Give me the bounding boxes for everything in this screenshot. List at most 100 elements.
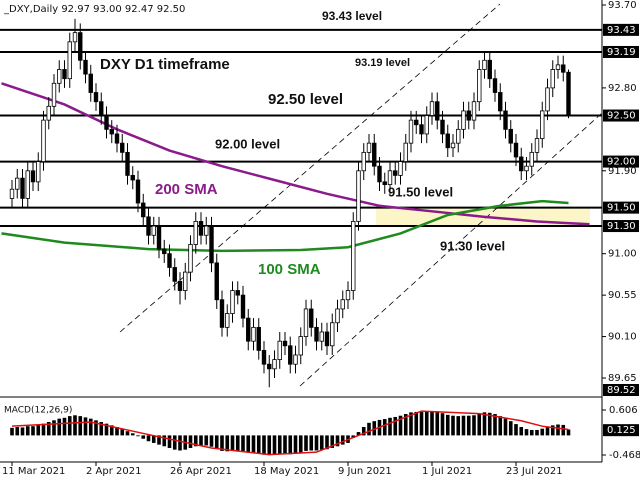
macd-bar	[225, 435, 230, 452]
macd-bar	[503, 418, 508, 436]
candle-body	[566, 71, 571, 116]
y-tick-label: 91.90	[608, 166, 637, 177]
candle-body	[230, 290, 235, 314]
candle-body	[429, 101, 435, 116]
macd-bar	[172, 435, 177, 450]
candle-body	[314, 326, 319, 342]
candle-body	[146, 216, 151, 236]
macd-bar	[220, 435, 224, 451]
macd-bar	[57, 418, 62, 436]
macd-bar	[361, 427, 366, 436]
macd-bar	[283, 435, 287, 454]
candle-body	[204, 225, 209, 236]
candle-body	[267, 363, 272, 370]
candle-body	[120, 142, 125, 153]
candle-body	[99, 101, 104, 116]
level-box	[603, 155, 639, 168]
macd-bar	[251, 435, 256, 453]
level-label: 92.50	[607, 111, 636, 122]
candle-body	[20, 177, 25, 199]
candle-body	[372, 142, 377, 167]
candle-body	[534, 138, 540, 153]
macd-bar	[78, 416, 83, 436]
candle-body	[151, 225, 156, 236]
sma-label: 200 SMA	[155, 181, 218, 198]
candle-body	[62, 69, 67, 80]
macd-bar	[472, 415, 476, 436]
candle-body	[93, 92, 99, 103]
macd-bar	[440, 413, 445, 436]
level-box	[603, 220, 639, 233]
candle-body	[503, 110, 508, 130]
candle-body	[282, 340, 288, 347]
level-box	[603, 23, 639, 36]
y-tick-label: -0.468	[609, 450, 640, 461]
macd-bar	[267, 435, 272, 456]
candle-body	[15, 177, 20, 190]
candle-body	[361, 151, 366, 172]
macd-bar	[157, 435, 161, 445]
macd-bar	[241, 435, 245, 452]
macd-bar	[550, 425, 555, 436]
candle-body	[408, 119, 414, 144]
macd-bar	[199, 435, 203, 446]
macd-bar	[430, 411, 434, 436]
level-box	[603, 109, 639, 122]
level-note: 93.43 level	[322, 9, 382, 23]
macd-bar	[52, 420, 56, 436]
macd-bar	[403, 414, 408, 436]
macd-bar	[309, 435, 314, 451]
macd-bar	[209, 435, 214, 447]
candle-body	[456, 128, 461, 144]
y-tick-label: 89.65	[608, 373, 637, 384]
macd-bar	[356, 432, 361, 436]
candle-body	[335, 308, 340, 324]
candle-body	[440, 119, 445, 135]
macd-bar	[277, 435, 282, 454]
macd-bar	[288, 435, 293, 455]
candle-body	[324, 331, 330, 347]
macd-bar	[561, 424, 566, 436]
candle-body	[209, 225, 214, 264]
y-tick-label: 0.606	[609, 405, 638, 416]
candle-body	[67, 41, 72, 80]
chart-title: _DXY,Daily 92.97 93.00 92.47 92.50	[3, 4, 185, 15]
candle-body	[88, 73, 93, 93]
macd-bar	[398, 415, 403, 436]
macd-bar	[482, 412, 487, 436]
macd-bar	[419, 411, 424, 436]
level-label: 91.50	[607, 203, 636, 214]
macd-bar	[104, 423, 109, 436]
candle-body	[330, 322, 335, 347]
level-note: 91.50 level	[388, 184, 453, 199]
macd-bar	[141, 435, 146, 439]
candle-body	[162, 248, 167, 255]
candle-body	[513, 142, 519, 158]
candle-body	[109, 128, 114, 135]
macd-bar	[382, 419, 387, 436]
macd-bar	[298, 435, 303, 453]
macd-bar	[535, 429, 539, 436]
level-label: 93.19	[607, 47, 636, 58]
candle-body	[240, 294, 246, 319]
candle-body	[356, 170, 361, 222]
candle-body	[340, 299, 345, 310]
macd-bar	[146, 435, 151, 442]
candle-body	[387, 170, 393, 186]
macd-bar	[67, 416, 72, 436]
macd-bar	[99, 421, 104, 436]
x-tick-label: 26 Apr 2021	[170, 466, 232, 477]
macd-bar	[151, 435, 156, 443]
candle-body	[51, 82, 57, 107]
macd-bar	[424, 411, 429, 436]
y-tick-label: 90.55	[608, 290, 637, 301]
macd-bar	[31, 426, 35, 436]
level-note: 91.30 level	[440, 238, 505, 253]
macd-bar	[351, 435, 356, 438]
macd-bar	[540, 428, 545, 436]
candle-body	[466, 110, 471, 121]
level-box	[603, 201, 639, 214]
channel-lower	[299, 112, 603, 387]
candle-body	[277, 340, 282, 361]
